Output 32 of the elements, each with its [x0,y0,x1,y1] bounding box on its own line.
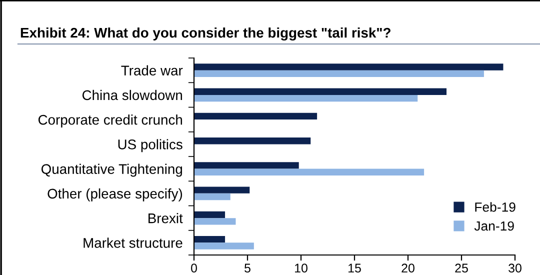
chart-title: Exhibit 24: What do you consider the biggest "tail risk"? [20,27,390,41]
x-tick-label: 25 [455,264,468,273]
bar [194,218,236,225]
bar [194,168,424,176]
bar [194,186,250,194]
x-tick-label: 10 [295,264,308,273]
x-tick-label: 0 [191,264,197,273]
y-tick-label: US politics [118,139,182,152]
bar [194,211,226,218]
bar [194,70,484,77]
x-tick-label: 15 [348,264,361,273]
y-tick-label: China slowdown [82,90,182,100]
y-tick-label: Trade war [121,65,183,76]
bar [194,193,230,200]
bar [194,112,318,120]
y-tick-label: Market structure [84,238,182,248]
y-tick-label: Other (please specify) [48,188,182,202]
bar [194,138,311,144]
bar [194,94,418,102]
bar [194,64,504,70]
y-tick-label: Quantitative Tightening [41,164,182,177]
y-tick-label: Corporate credit crunch [38,114,182,128]
bar [194,88,447,95]
y-tick-label: Brexit [148,213,183,224]
x-tick-label: 30 [508,264,522,273]
x-tick-label: 5 [244,264,250,273]
bar [194,236,226,243]
legend-label: Jan-19 [474,221,514,231]
bar [194,242,254,250]
x-tick-label: 20 [402,264,414,273]
legend-label: Feb-19 [475,202,516,212]
bar [194,162,299,169]
